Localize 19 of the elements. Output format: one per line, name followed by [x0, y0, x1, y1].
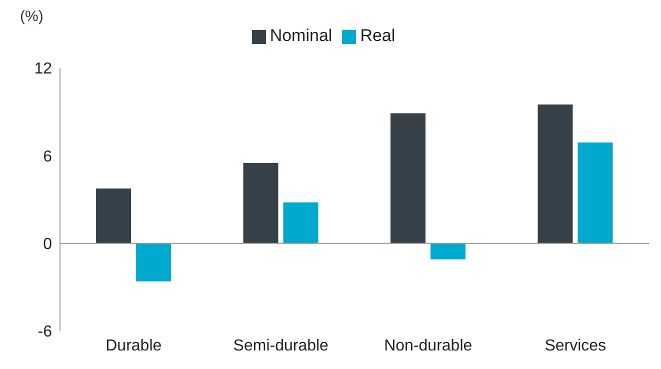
- bar: [283, 202, 318, 244]
- y-axis-title: (%): [20, 8, 44, 25]
- y-tick-label: 6: [43, 148, 52, 166]
- y-tick-label: 12: [34, 60, 52, 78]
- x-tick-label: Non-durable: [384, 337, 472, 354]
- x-tick-label: Semi-durable: [233, 337, 329, 354]
- y-tick-label: -6: [38, 324, 52, 341]
- x-tick-label: Services: [544, 337, 606, 354]
- y-tick-label: 0: [43, 236, 52, 254]
- bar: [390, 113, 426, 244]
- x-tick-label: Durable: [106, 337, 162, 354]
- legend-label: Real: [360, 26, 396, 45]
- bar: [96, 188, 131, 244]
- bar: [243, 162, 278, 244]
- bar: [136, 243, 171, 282]
- legend-label: Nominal: [270, 26, 332, 45]
- bar: [538, 104, 573, 244]
- bar: [578, 142, 613, 244]
- bar: [430, 243, 466, 260]
